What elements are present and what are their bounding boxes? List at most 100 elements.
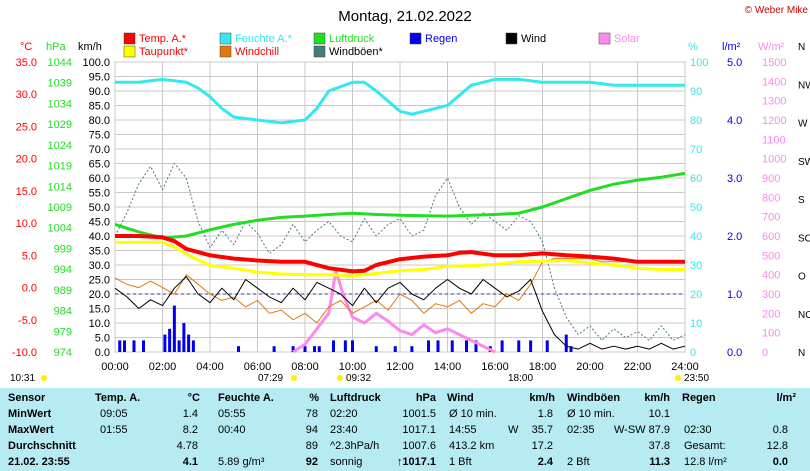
tick-pressure: 974 [54, 347, 72, 359]
tick-pressure: 1034 [48, 98, 72, 110]
tick-wind: 75.0 [89, 130, 110, 142]
tick-solar: 100 [762, 328, 780, 340]
row-label: MinWert [8, 408, 52, 420]
series-windb-en [114, 163, 686, 341]
tick-humidity: 60 [690, 173, 702, 185]
table-cell: 1.8 [537, 408, 553, 420]
table-cell: 10.1 [648, 408, 670, 420]
legend-label: Windböen* [329, 46, 384, 58]
tick-rain: 2.0 [727, 231, 742, 243]
table-cell: Ø 10 min. [449, 408, 497, 420]
table-cell: Gesamt: [684, 440, 726, 452]
table-cell: 23:40 [330, 424, 358, 436]
tick-wind: 80.0 [89, 115, 110, 127]
table-cell: 1017.1 [402, 424, 436, 436]
table-cell: 12.8 [766, 440, 788, 452]
legend-label: Solar [614, 33, 640, 45]
rain-bar [177, 340, 181, 352]
tick-humidity: 10 [690, 318, 702, 330]
table-cell: 8.2 [182, 424, 198, 436]
tick-wind: 40.0 [89, 231, 110, 243]
tick-pressure: 1029 [48, 119, 72, 131]
unit-humidity: % [688, 41, 698, 53]
series-wind [114, 276, 686, 350]
table-cell: 37.8 [648, 440, 670, 452]
series-taupunkt [115, 240, 685, 278]
tick-pressure: 984 [54, 306, 72, 318]
rain-bar [343, 340, 347, 352]
rain-bar [374, 346, 378, 352]
unit-solar: W/m² [758, 41, 785, 53]
legend-swatch [598, 32, 611, 45]
table-cell: 14:55 [449, 424, 477, 436]
tick-x: 00:00 [101, 361, 129, 373]
tick-wind: 95.0 [89, 72, 110, 84]
table-cell: 78 [305, 408, 318, 420]
table-cell: W [508, 424, 519, 436]
row-label: MaxWert [8, 424, 54, 436]
rain-bar [465, 340, 468, 352]
rain-bar [529, 340, 533, 352]
rain-bar [569, 346, 573, 352]
table-cell: sonnig [330, 456, 363, 468]
rain-bar [393, 346, 397, 352]
table-cell: 87.9 [648, 424, 670, 436]
tick-temp: 35.0 [16, 57, 37, 69]
table-header: Feuchte A. [218, 392, 274, 404]
table-cell: 413.2 km [449, 440, 495, 452]
tick-temp: 10.0 [16, 218, 37, 230]
tick-pressure: 1019 [48, 161, 72, 173]
rain-bar [132, 340, 136, 352]
table-cell: 35.7 [531, 424, 553, 436]
chart-legend: Temp. A.* Feuchte A.* Luftdruck Regen Wind So… [123, 32, 640, 58]
tick-x: 24:00 [671, 361, 699, 373]
tick-x: 06:00 [244, 361, 272, 373]
table-cell: 11.3 [649, 456, 670, 468]
rain-bar [191, 340, 195, 352]
table-header: km/h [644, 392, 670, 404]
tick-solar: 1300 [762, 96, 786, 108]
rain-bar [317, 346, 321, 352]
legend-swatch [313, 45, 326, 58]
table-header: % [309, 392, 319, 404]
tick-x: 02:00 [149, 361, 177, 373]
tick-wind: 20.0 [89, 289, 110, 301]
legend-swatch [505, 32, 518, 45]
tick-wind: 30.0 [89, 260, 110, 272]
table-header: Sensor [8, 392, 46, 404]
tick-humidity: 20 [690, 289, 702, 301]
tick-temp: 30.0 [16, 89, 37, 101]
tick-pressure: 999 [54, 243, 72, 255]
tick-x: 10:00 [339, 361, 367, 373]
rain-bar [303, 346, 307, 352]
tick-direction: O [798, 272, 806, 283]
table-cell: 2.4 [537, 456, 553, 468]
rain-bar [142, 340, 145, 352]
tick-pressure: 1044 [48, 57, 72, 69]
time-markers: 10:31 07:29 09:32 18:00 23:50 [10, 373, 709, 384]
rain-bar [313, 346, 316, 352]
tick-direction: N [798, 348, 805, 359]
tick-rain: 1.0 [727, 289, 742, 301]
rain-bar [517, 340, 521, 352]
tick-pressure: 989 [54, 285, 72, 297]
legend-swatch [409, 32, 422, 45]
tick-wind: 45.0 [89, 217, 110, 229]
tick-solar: 700 [762, 212, 780, 224]
tick-direction: SO [798, 233, 810, 244]
tick-solar: 1400 [762, 76, 786, 88]
tick-temp: -10.0 [12, 347, 37, 359]
table-header: Wind [447, 392, 474, 404]
tick-wind: 100.0 [82, 57, 110, 69]
table-cell: 12.8 l/m² [684, 456, 727, 468]
tick-rain: 3.0 [727, 173, 742, 185]
table-cell: 1007.6 [402, 440, 436, 452]
legend-swatch [219, 45, 232, 58]
tick-temp: 15.0 [16, 186, 37, 198]
unit-pressure: hPa [46, 41, 66, 53]
rain-bar [291, 346, 295, 352]
stats-table: Sensor Temp. A. °C Feuchte A.% Luftdruck hPa W… [0, 388, 810, 471]
table-header: Regen [682, 392, 716, 404]
sun-icon [41, 375, 47, 381]
table-cell: 17.2 [531, 440, 553, 452]
